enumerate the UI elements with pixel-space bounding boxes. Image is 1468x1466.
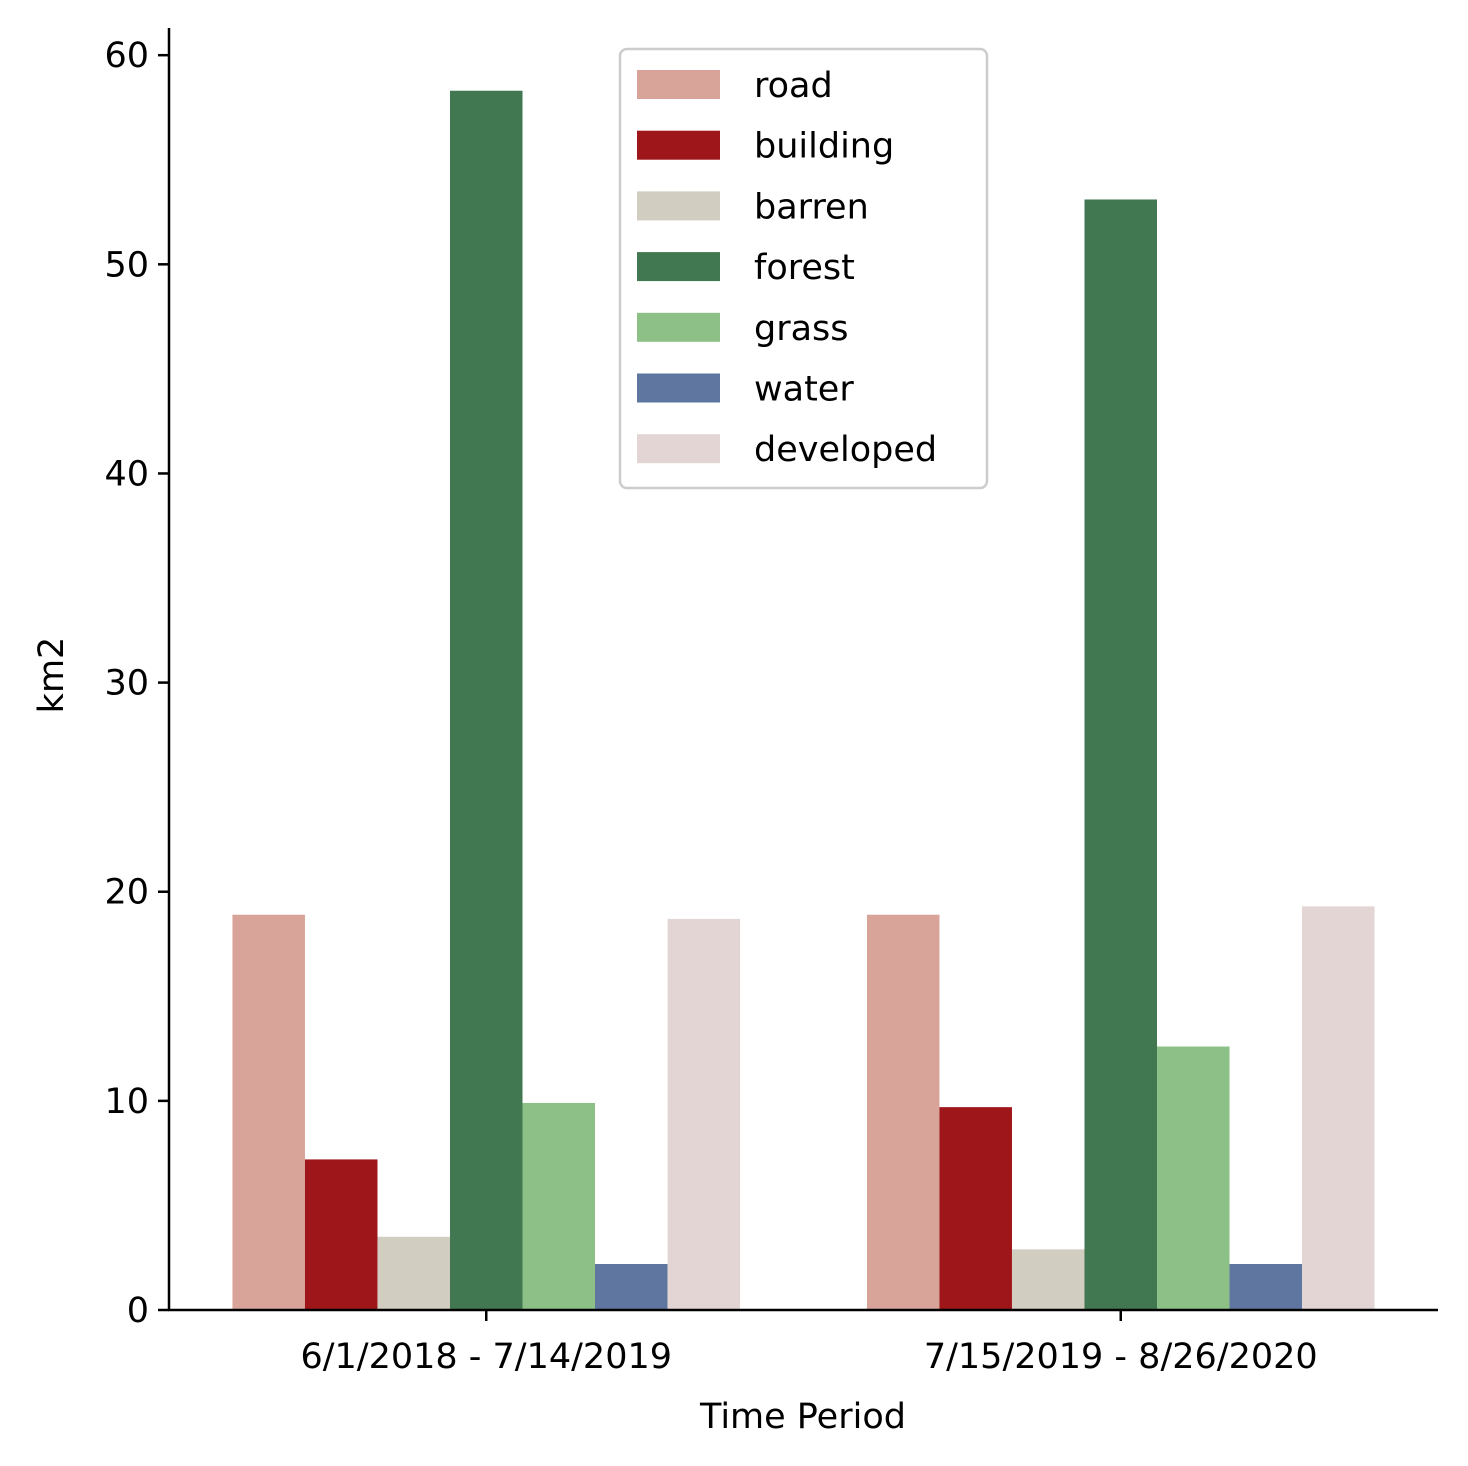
x-tick-label: 6/1/2018 - 7/14/2019 [300, 1337, 672, 1377]
y-axis-title: km2 [32, 637, 72, 714]
legend-label-building: building [754, 127, 894, 167]
y-tick-label: 50 [104, 245, 149, 285]
bar-barren-0 [377, 1236, 450, 1310]
y-tick-label: 0 [127, 1291, 149, 1331]
legend-label-grass: grass [754, 309, 849, 349]
y-tick-label: 30 [104, 664, 149, 704]
x-tick-label: 7/15/2019 - 8/26/2020 [924, 1337, 1318, 1377]
bars-group [232, 90, 1375, 1311]
bar-barren-1 [1011, 1249, 1085, 1310]
legend-label-water: water [754, 370, 854, 410]
legend-swatch-forest [637, 252, 720, 282]
axes-group [167, 28, 1438, 1312]
x-axis-title: Time Period [699, 1397, 906, 1437]
legend-swatch-grass [637, 312, 720, 342]
y-tick-label: 20 [104, 873, 149, 913]
bar-road-0 [232, 914, 305, 1310]
bar-developed-0 [667, 918, 741, 1310]
legend-label-developed: developed [754, 430, 937, 470]
legend-swatch-water [637, 373, 720, 403]
legend-swatch-road [637, 70, 720, 99]
bar-building-0 [304, 1159, 378, 1310]
y-tick-label: 10 [104, 1082, 149, 1122]
legend: road building barren forest grass water develo… [618, 47, 989, 490]
legend-swatch-developed [637, 434, 720, 464]
legend-swatch-barren [637, 191, 720, 221]
bar-water-1 [1229, 1263, 1303, 1310]
y-ticks-group: 0 10 20 30 40 50 60 [104, 36, 169, 1331]
legend-label-barren: barren [754, 187, 869, 227]
bar-grass-0 [522, 1102, 596, 1310]
bar-grass-1 [1157, 1046, 1230, 1310]
bar-developed-1 [1302, 906, 1375, 1310]
legend-swatch-building [637, 130, 720, 160]
y-tick-label: 40 [104, 454, 149, 494]
x-ticks-group: 6/1/2018 - 7/14/2019 7/15/2019 - 8/26/202… [300, 1310, 1318, 1377]
legend-label-road: road [754, 66, 833, 106]
bar-forest-1 [1084, 199, 1157, 1311]
y-tick-label: 60 [104, 36, 149, 76]
bar-building-1 [939, 1107, 1012, 1310]
bar-forest-0 [449, 90, 523, 1311]
bar-water-0 [595, 1263, 668, 1310]
legend-label-forest: forest [754, 248, 855, 288]
bar-road-1 [866, 914, 940, 1310]
